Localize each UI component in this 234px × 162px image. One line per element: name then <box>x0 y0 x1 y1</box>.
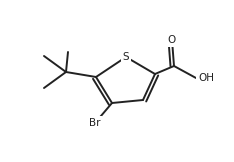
Text: O: O <box>168 35 176 45</box>
Text: S: S <box>123 52 129 62</box>
Text: OH: OH <box>198 73 214 83</box>
Text: Br: Br <box>89 118 101 128</box>
